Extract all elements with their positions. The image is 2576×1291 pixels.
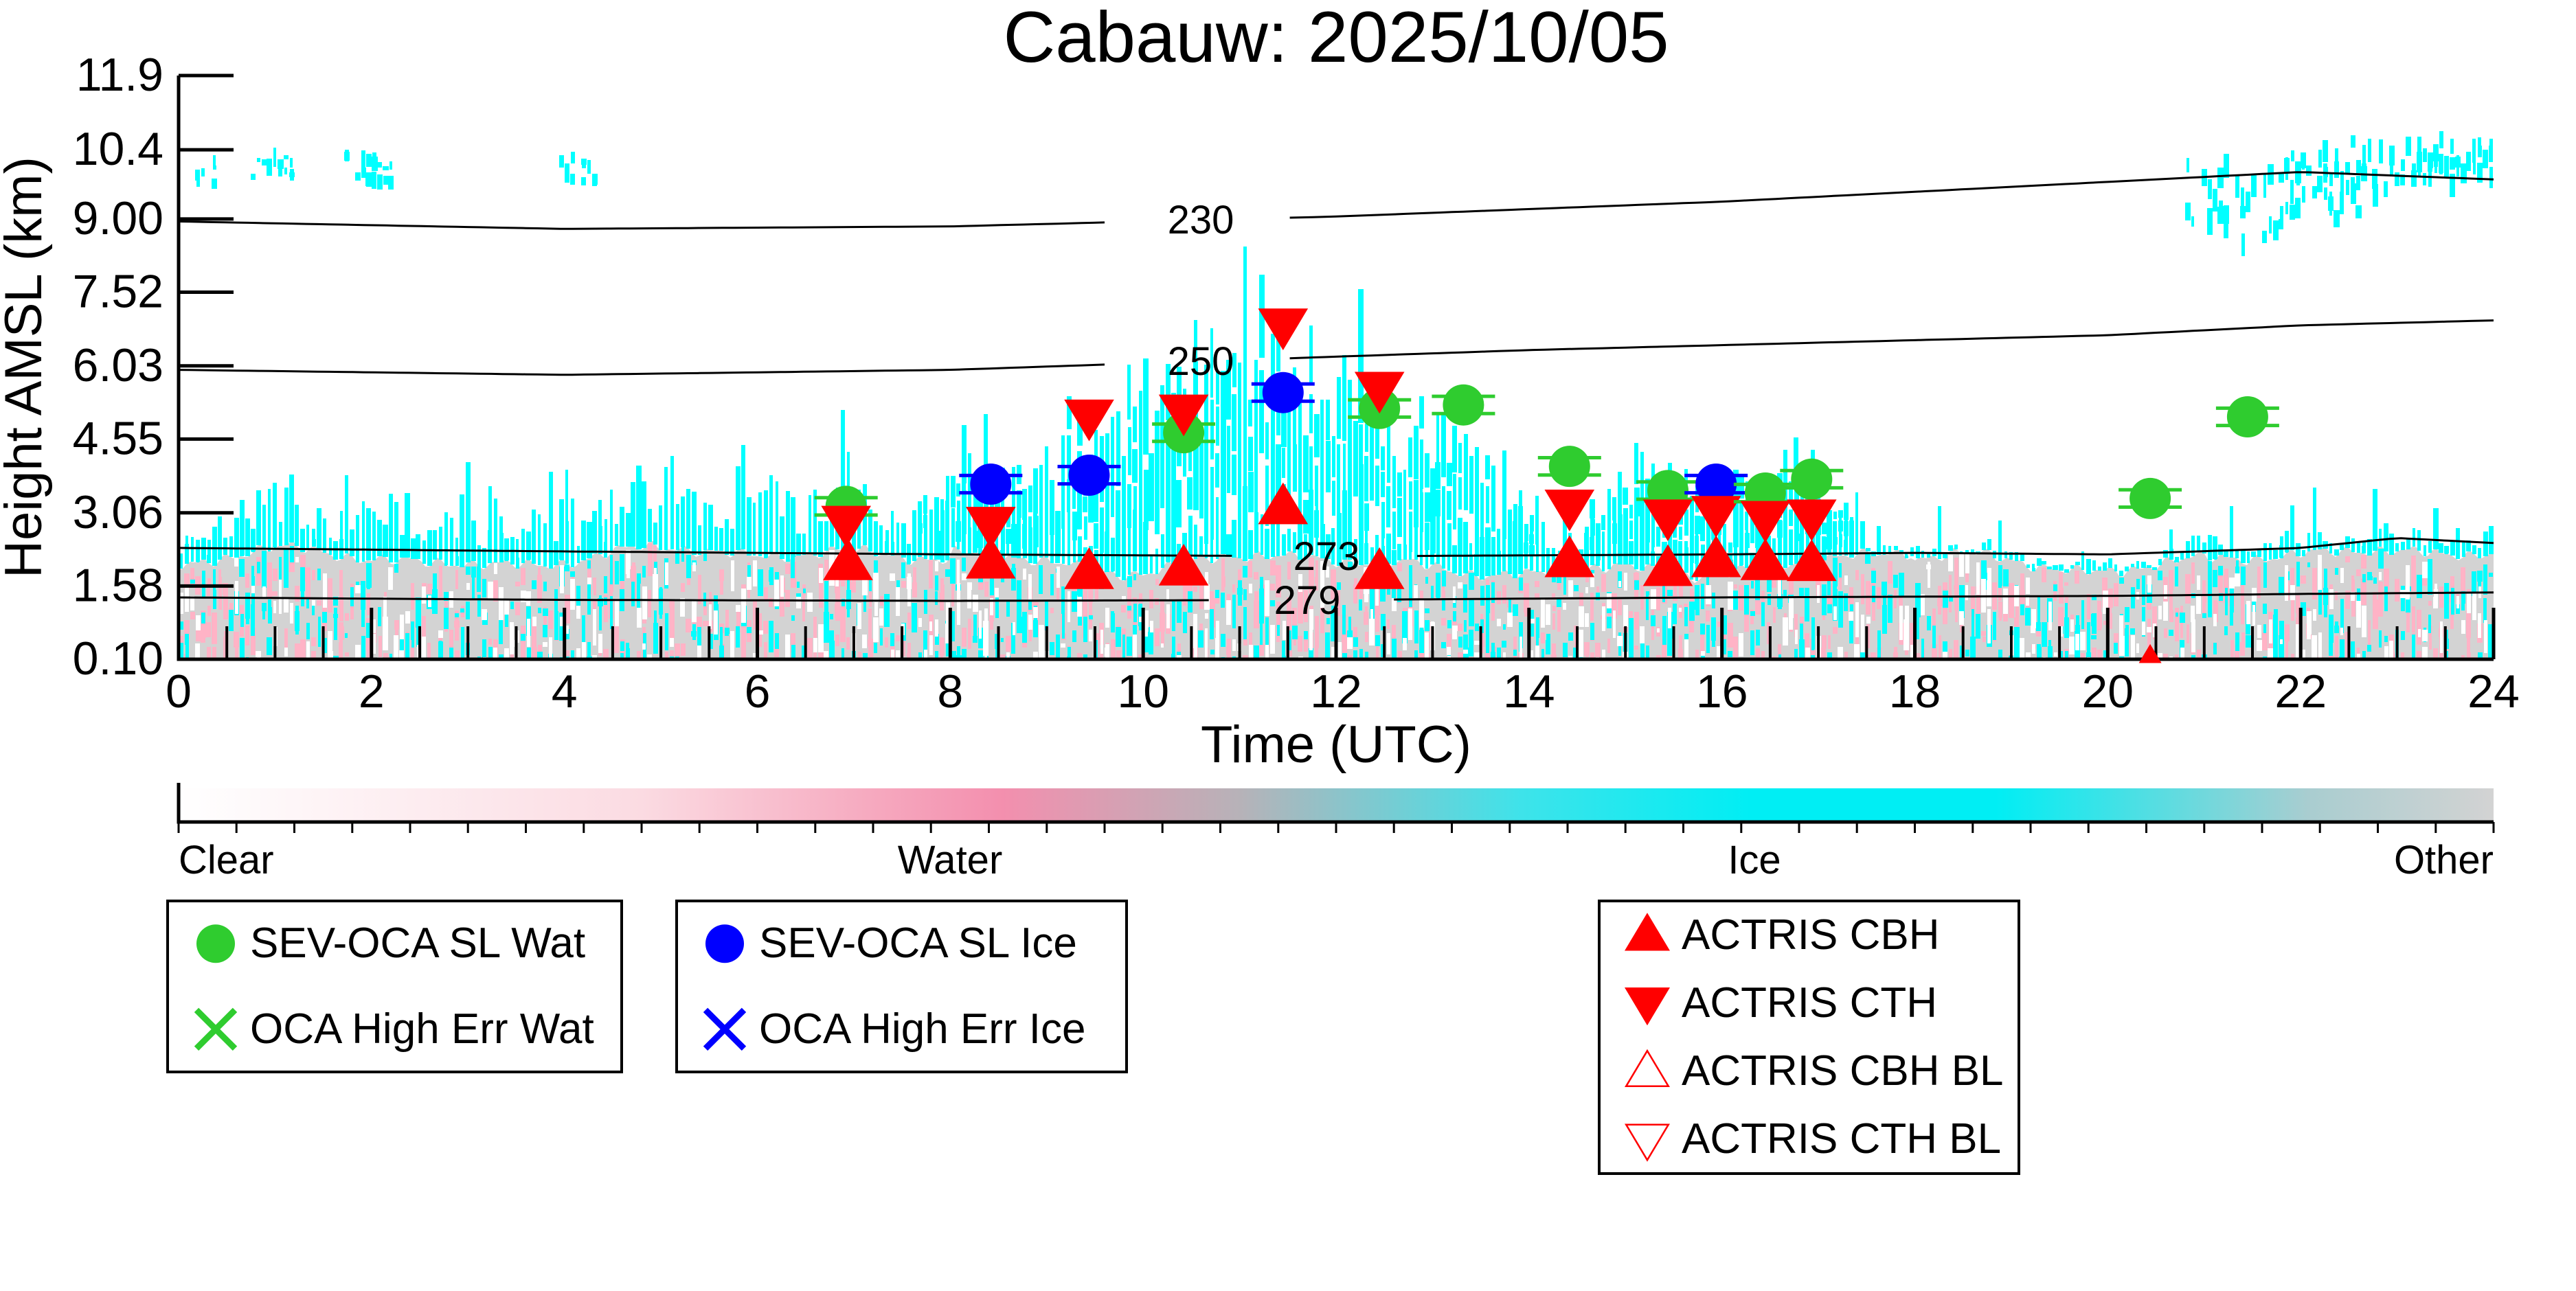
- svg-text:12: 12: [1310, 665, 1362, 718]
- svg-text:Ice: Ice: [1728, 838, 1781, 882]
- svg-text:7.52: 7.52: [73, 266, 163, 318]
- svg-text:6: 6: [745, 665, 771, 718]
- svg-text:9.00: 9.00: [73, 192, 163, 244]
- svg-text:14: 14: [1503, 665, 1555, 718]
- svg-text:ACTRIS CTH: ACTRIS CTH: [1682, 979, 1937, 1027]
- svg-text:1.58: 1.58: [73, 559, 163, 611]
- svg-text:SEV-OCA SL Wat: SEV-OCA SL Wat: [250, 919, 585, 967]
- svg-text:0.10: 0.10: [73, 632, 163, 685]
- svg-text:2: 2: [359, 665, 385, 718]
- svg-text:0: 0: [166, 665, 192, 718]
- svg-text:18: 18: [1889, 665, 1941, 718]
- svg-text:Height AMSL (km): Height AMSL (km): [0, 157, 53, 578]
- svg-text:250: 250: [1168, 339, 1234, 384]
- svg-text:Clear: Clear: [179, 838, 274, 882]
- svg-text:10.4: 10.4: [73, 123, 163, 175]
- svg-text:16: 16: [1696, 665, 1748, 718]
- svg-text:20: 20: [2081, 665, 2134, 718]
- svg-text:4: 4: [552, 665, 578, 718]
- svg-text:Time (UTC): Time (UTC): [1201, 716, 1471, 774]
- svg-text:Cabauw: 2025/10/05: Cabauw: 2025/10/05: [1003, 0, 1669, 78]
- svg-text:279: 279: [1274, 578, 1341, 623]
- svg-text:6.03: 6.03: [73, 339, 163, 391]
- svg-text:Water: Water: [898, 838, 1003, 882]
- svg-text:SEV-OCA SL Ice: SEV-OCA SL Ice: [759, 919, 1077, 967]
- svg-text:Other: Other: [2394, 838, 2494, 882]
- svg-text:OCA High Err Wat: OCA High Err Wat: [250, 1005, 594, 1053]
- svg-text:8: 8: [937, 665, 963, 718]
- svg-text:273: 273: [1293, 534, 1360, 579]
- svg-text:OCA High Err Ice: OCA High Err Ice: [759, 1005, 1085, 1053]
- svg-text:10: 10: [1117, 665, 1169, 718]
- svg-text:ACTRIS CTH BL: ACTRIS CTH BL: [1682, 1115, 2001, 1163]
- svg-text:3.06: 3.06: [73, 486, 163, 538]
- svg-text:24: 24: [2467, 665, 2520, 718]
- svg-text:ACTRIS CBH: ACTRIS CBH: [1682, 911, 1939, 959]
- svg-text:230: 230: [1168, 198, 1234, 242]
- svg-text:22: 22: [2274, 665, 2327, 718]
- svg-text:11.9: 11.9: [76, 49, 163, 101]
- svg-text:4.55: 4.55: [73, 412, 163, 464]
- svg-text:ACTRIS CBH BL: ACTRIS CBH BL: [1682, 1047, 2004, 1095]
